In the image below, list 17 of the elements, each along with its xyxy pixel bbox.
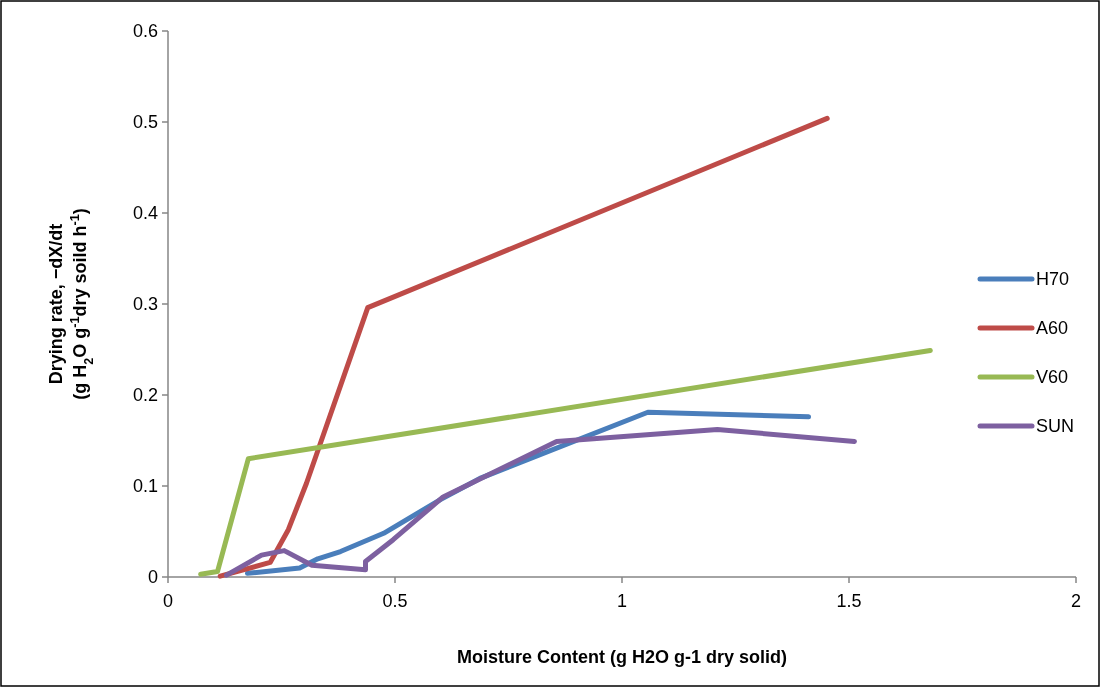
x-tick-label: 0.5 [382, 591, 408, 611]
legend-label: SUN [1036, 416, 1075, 437]
y-tick-label: 0.3 [132, 294, 158, 315]
y-tick-label: 0.1 [132, 476, 158, 497]
x-tick-label: 0 [162, 591, 174, 611]
legend-label: V60 [1036, 367, 1069, 388]
x-tick-label: 1.5 [836, 591, 862, 611]
y-tick-label: 0.2 [132, 385, 158, 406]
y-tick-label: 0 [147, 567, 158, 588]
legend-label: H70 [1036, 269, 1070, 290]
legend-label: A60 [1036, 318, 1069, 339]
y-tick-label: 0.6 [132, 21, 158, 42]
x-tick-label: 1 [616, 591, 628, 611]
y-tick-label: 0.5 [132, 112, 158, 133]
x-tick-label: 2 [1070, 591, 1082, 611]
y-tick-label: 0.4 [132, 203, 158, 224]
x-axis-title: Moisture Content (g H2O g-1 dry solid) [456, 647, 788, 667]
